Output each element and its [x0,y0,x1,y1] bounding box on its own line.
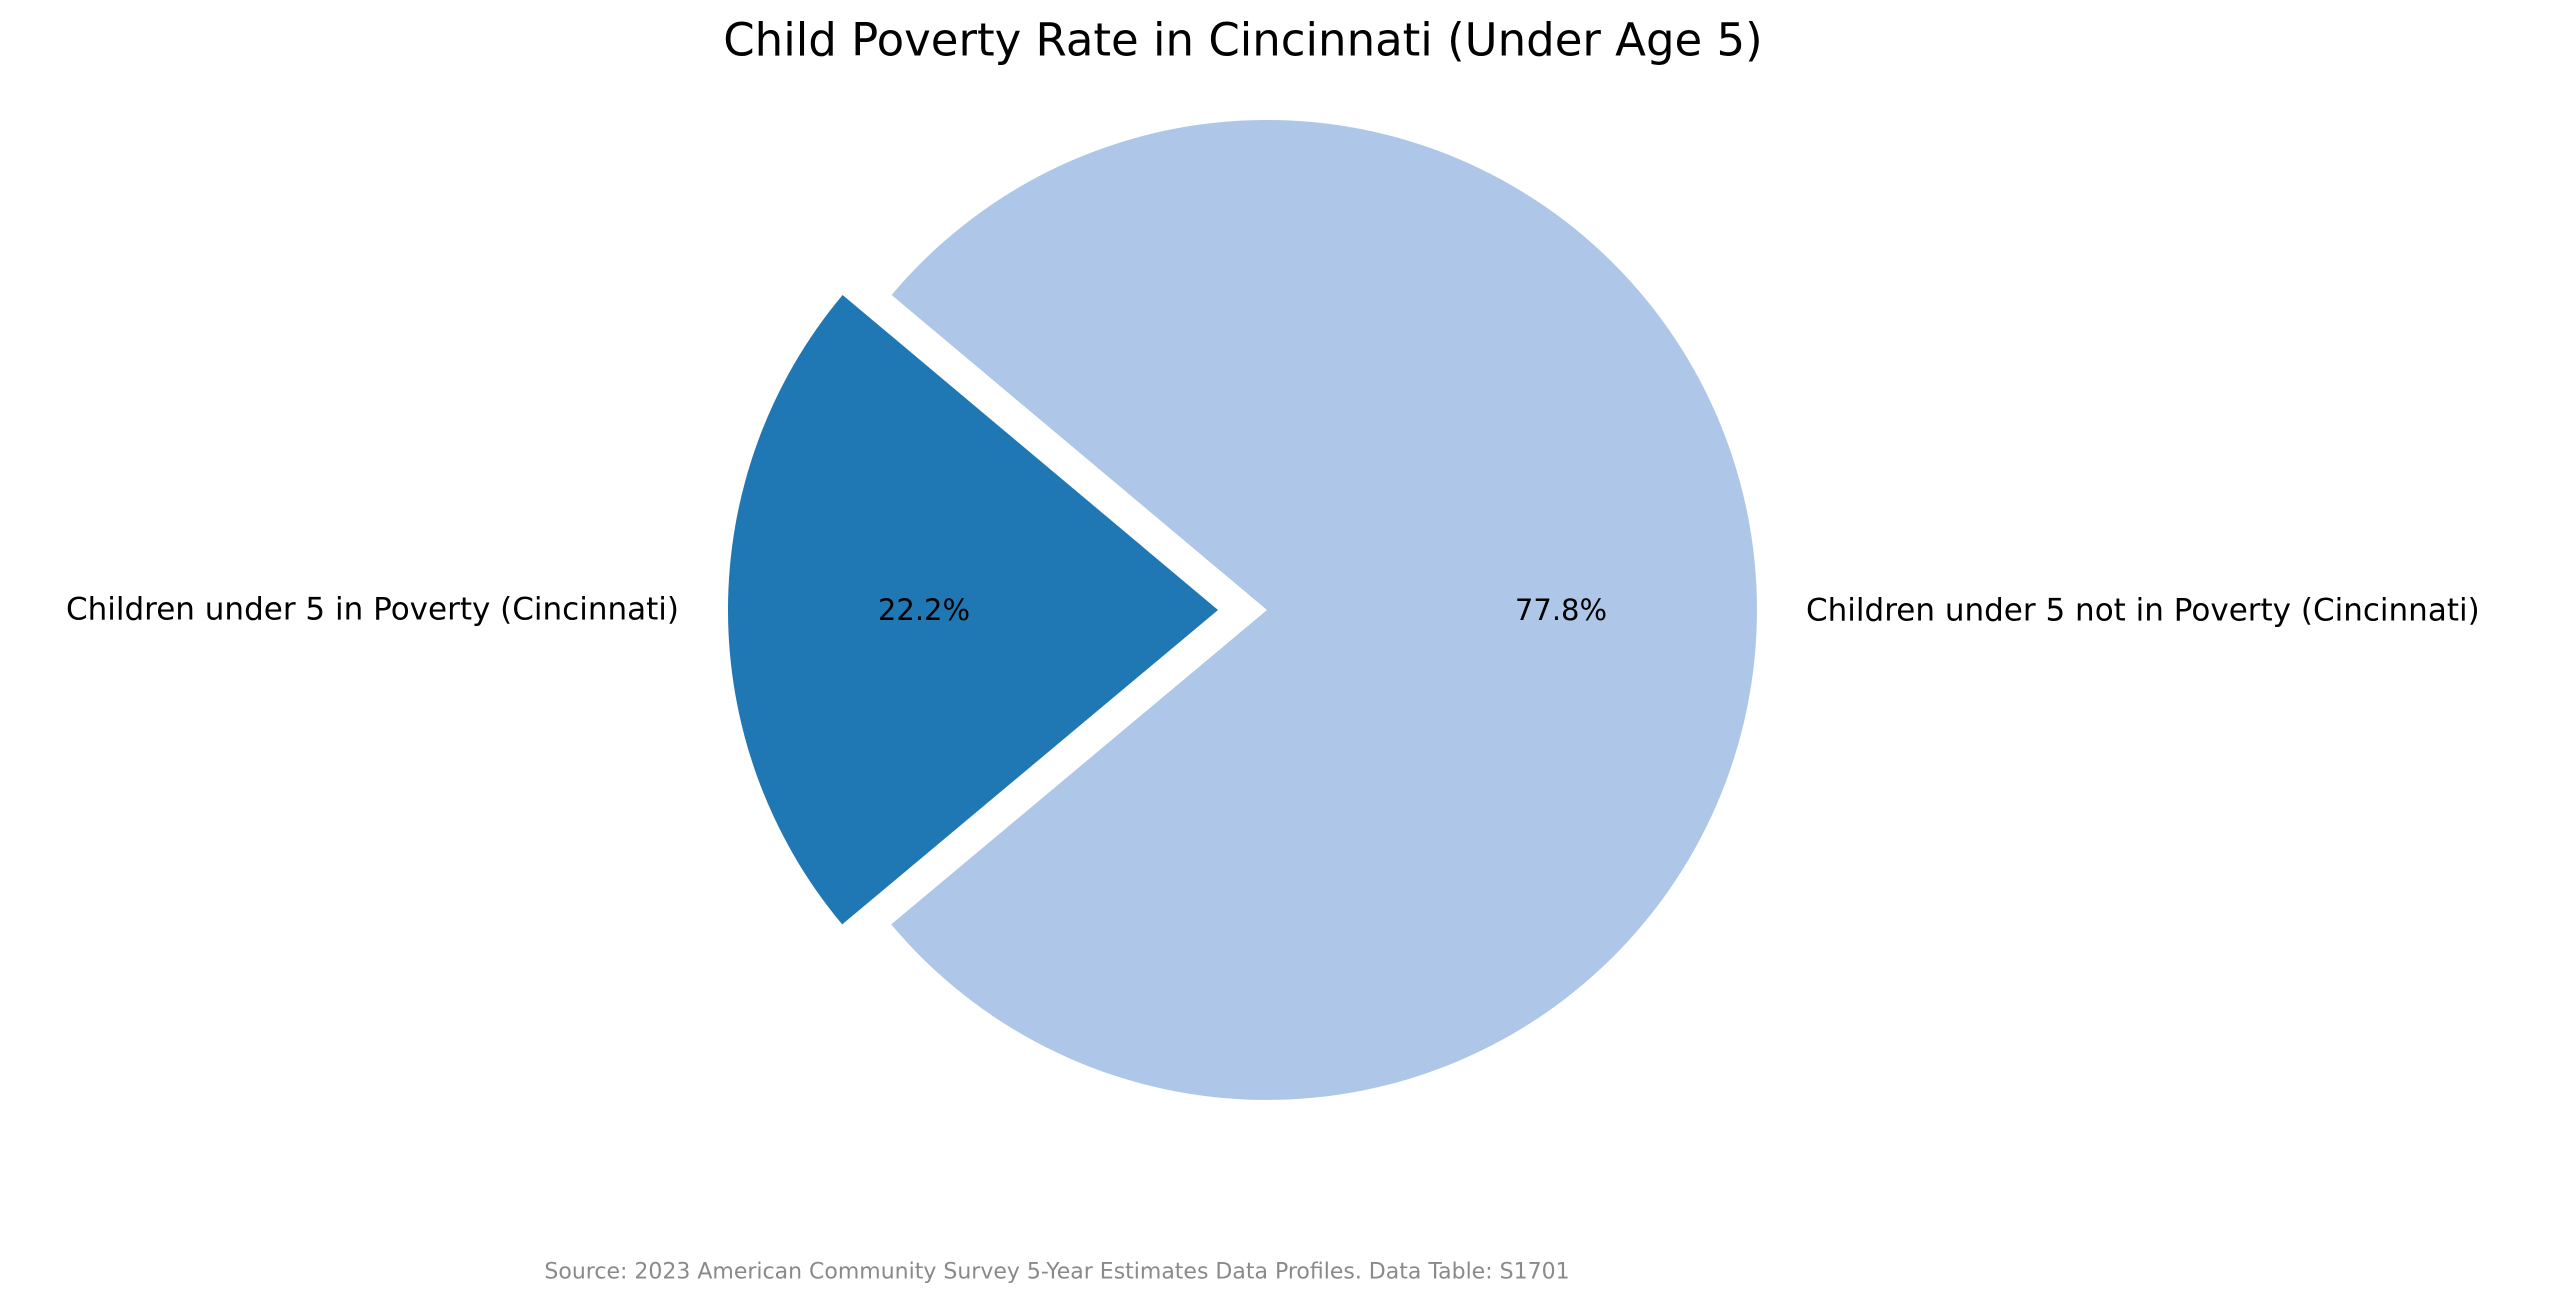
slice-label-0: Children under 5 in Poverty (Cincinnati) [66,592,679,628]
slice-label-1: Children under 5 not in Poverty (Cincinn… [1806,592,2480,628]
pct-label-0: 22.2% [878,593,970,627]
chart-title: Child Poverty Rate in Cincinnati (Under … [723,14,1762,67]
pie-slice-0 [727,295,1218,925]
pct-label-1: 77.8% [1515,593,1607,627]
source-note: Source: 2023 American Community Survey 5… [544,1260,1569,1285]
pie-slice-1 [891,119,1757,1100]
